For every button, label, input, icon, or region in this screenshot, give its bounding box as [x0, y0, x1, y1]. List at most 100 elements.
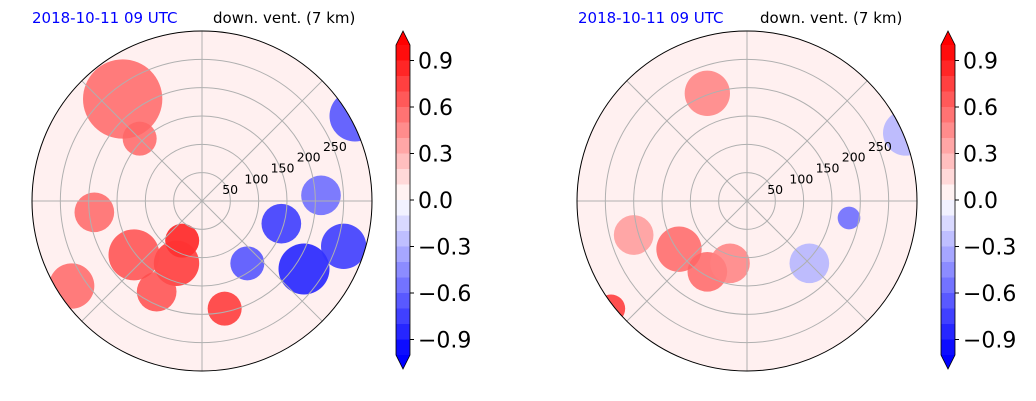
colorbar-segment: [396, 169, 410, 185]
field-anomaly: [596, 294, 626, 323]
panel-left-title-date: 2018-10-11 09 UTC: [32, 9, 178, 27]
colorbar-segment: [941, 76, 955, 92]
panel-left-outline: [31, 30, 373, 372]
colorbar-tick-label: 0.0: [418, 189, 453, 214]
colorbar-segment: [396, 308, 410, 325]
panel-left-polar-grid: [32, 31, 372, 371]
grid-spoke: [201, 80, 323, 202]
colorbar-segment: [396, 76, 410, 92]
colorbar-segment: [941, 324, 955, 340]
polar-panel-left: 2018-10-11 09 UTC down. vent. (7 km) 50 1…: [31, 9, 471, 372]
panel-left-title-variable: down. vent. (7 km): [213, 9, 355, 27]
field-anomaly: [837, 206, 861, 230]
colorbar-tick-label: 0.3: [963, 143, 998, 168]
colorbar-extend-max: [941, 31, 955, 45]
colorbar-segment: [941, 153, 955, 170]
panel-right-outline: [576, 30, 918, 372]
grid-spoke: [746, 200, 868, 322]
colorbar-segment: [941, 169, 955, 185]
field-anomaly: [207, 291, 242, 326]
colorbar-tick-label: 0.0: [963, 189, 998, 214]
colorbar-segment: [396, 262, 410, 278]
colorbar-segment: [396, 60, 410, 77]
grid-spoke: [81, 200, 203, 322]
colorbar-segment: [396, 215, 410, 232]
field-anomaly: [136, 271, 177, 312]
colorbar-segment: [941, 308, 955, 325]
panel-right-title-date: 2018-10-11 09 UTC: [578, 9, 724, 27]
colorbar-tick-label: −0.3: [963, 236, 1016, 261]
colorbar-tick-label: 0.6: [418, 96, 453, 121]
colorbar-tick-label: −0.6: [418, 282, 471, 307]
field-anomaly: [261, 203, 302, 244]
field-anomaly: [613, 215, 654, 255]
colorbar-segment: [396, 153, 410, 170]
colorbar-segment: [396, 45, 410, 61]
colorbar-segment: [941, 277, 955, 294]
colorbar-segment: [396, 91, 410, 108]
colorbar-segment: [941, 91, 955, 108]
colorbar-segment: [941, 262, 955, 278]
radial-tick-label: 100: [244, 171, 268, 186]
colorbar-tick-label: 0.3: [418, 143, 453, 168]
colorbar-segment: [396, 122, 410, 139]
radial-tick-label: 250: [323, 139, 347, 154]
grid-spoke: [201, 200, 323, 322]
colorbar-segment: [396, 324, 410, 340]
colorbar-extend-min: [396, 355, 410, 369]
colorbar-segment: [396, 231, 410, 247]
colorbar-segment: [396, 200, 410, 216]
radial-tick-label: 200: [842, 150, 866, 165]
colorbar-extend-max: [396, 31, 410, 45]
colorbar-tick-label: −0.6: [963, 282, 1016, 307]
polar-panel-right: 2018-10-11 09 UTC down. vent. (7 km) 50 1…: [576, 9, 1016, 372]
colorbar-tick-label: −0.9: [418, 329, 471, 354]
radial-tick-label: 150: [271, 160, 295, 175]
colorbar-tick-label: −0.3: [418, 236, 471, 261]
radial-tick-label: 200: [297, 150, 321, 165]
colorbar-segment: [941, 184, 955, 201]
radial-tick-label: 50: [767, 182, 783, 197]
radial-tick-label: 150: [816, 160, 840, 175]
radial-tick-label: 250: [868, 139, 892, 154]
radial-tick-label: 100: [789, 171, 813, 186]
colorbar-segment: [396, 277, 410, 294]
colorbar-segment: [941, 60, 955, 77]
colorbar-segment: [941, 138, 955, 154]
colorbar-segment: [396, 184, 410, 201]
panel-right-colorbar: 0.9 0.6 0.3 0.0 −0.3 −0.6 −0.9: [940, 30, 1016, 370]
colorbar-tick-label: 0.6: [963, 96, 998, 121]
colorbar-tick-label: 0.9: [963, 50, 998, 75]
colorbar-segment: [396, 138, 410, 154]
colorbar-tick-label: −0.9: [963, 329, 1016, 354]
field-anomaly: [656, 226, 702, 272]
grid-spoke: [746, 80, 868, 202]
field-anomaly: [278, 243, 330, 295]
colorbar-segment: [941, 45, 955, 61]
colorbar-outline: [940, 30, 956, 370]
panel-left-colorbar: 0.9 0.6 0.3 0.0 −0.3 −0.6 −0.9: [395, 30, 471, 370]
colorbar-segment: [396, 246, 410, 263]
colorbar-segment: [396, 293, 410, 309]
colorbar-segment: [396, 107, 410, 123]
grid-spoke: [81, 80, 203, 202]
colorbar-extend-min: [941, 355, 955, 369]
colorbar-tick-label: 0.9: [418, 50, 453, 75]
field-anomaly: [49, 263, 95, 309]
colorbar-outline: [395, 30, 411, 370]
field-anomaly: [108, 229, 160, 281]
radial-tick-label: 50: [222, 182, 238, 197]
colorbar-segment: [941, 231, 955, 247]
colorbar-segment: [941, 246, 955, 263]
colorbar-segment: [941, 107, 955, 123]
colorbar-segment: [941, 122, 955, 139]
grid-spoke: [626, 200, 748, 322]
field-anomaly: [74, 192, 115, 233]
colorbar-segment: [396, 339, 410, 356]
field-anomaly: [83, 59, 163, 139]
field-anomaly: [710, 243, 750, 284]
colorbar-segment: [941, 215, 955, 232]
